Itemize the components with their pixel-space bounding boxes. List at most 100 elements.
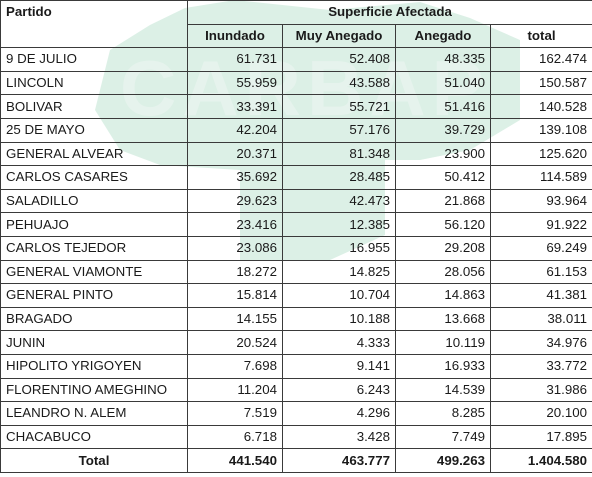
- cell-total: 34.976: [489, 330, 592, 355]
- cell-anegado: 39.729: [395, 117, 491, 143]
- cell-partido: 9 DE JULIO: [0, 47, 188, 72]
- cell-partido: BOLIVAR: [0, 94, 188, 119]
- table-row: 9 DE JULIO 61.731 52.408 48.335 162.474: [0, 47, 592, 72]
- totals-muy-anegado: 463.777: [282, 448, 396, 473]
- cell-muy-anegado: 42.473: [282, 188, 396, 214]
- cell-total: 125.620: [489, 141, 592, 167]
- cell-partido: GENERAL ALVEAR: [0, 141, 188, 167]
- cell-total: 162.474: [489, 47, 592, 72]
- cell-anegado: 21.868: [395, 188, 491, 214]
- cell-partido: CARLOS TEJEDOR: [0, 235, 188, 261]
- cell-muy-anegado: 6.243: [282, 377, 396, 403]
- cell-anegado: 7.749: [395, 424, 491, 450]
- cell-anegado: 51.040: [395, 70, 491, 96]
- cell-inundado: 23.416: [187, 212, 283, 237]
- cell-inundado: 29.623: [187, 188, 283, 214]
- cell-inundado: 33.391: [187, 94, 283, 119]
- cell-inundado: 42.204: [187, 117, 283, 143]
- cell-anegado: 28.056: [395, 259, 491, 285]
- cell-anegado: 48.335: [395, 47, 491, 72]
- cell-muy-anegado: 81.348: [282, 141, 396, 167]
- table-row: GENERAL PINTO 15.814 10.704 14.863 41.381: [0, 283, 592, 308]
- totals-label: Total: [0, 448, 188, 473]
- cell-inundado: 23.086: [187, 235, 283, 261]
- cell-partido: SALADILLO: [0, 188, 188, 214]
- cell-total: 41.381: [489, 283, 592, 308]
- table-row: HIPOLITO YRIGOYEN 7.698 9.141 16.933 33.772: [0, 353, 592, 379]
- cell-muy-anegado: 57.176: [282, 117, 396, 143]
- cell-muy-anegado: 28.485: [282, 165, 396, 190]
- cell-partido: JUNIN: [0, 330, 188, 355]
- cell-muy-anegado: 10.188: [282, 306, 396, 332]
- cell-partido: PEHUAJO: [0, 212, 188, 237]
- cell-muy-anegado: 14.825: [282, 259, 396, 285]
- table-row: LINCOLN 55.959 43.588 51.040 150.587: [0, 70, 592, 96]
- table-row: GENERAL ALVEAR 20.371 81.348 23.900 125.620: [0, 141, 592, 167]
- table-row: FLORENTINO AMEGHINO 11.204 6.243 14.539 31.9…: [0, 377, 592, 403]
- cell-inundado: 55.959: [187, 70, 283, 96]
- cell-anegado: 10.119: [395, 330, 491, 355]
- table-row: SALADILLO 29.623 42.473 21.868 93.964: [0, 188, 592, 214]
- cell-anegado: 14.863: [395, 283, 491, 308]
- table-row: CARLOS CASARES 35.692 28.485 50.412 114.589: [0, 165, 592, 190]
- cell-inundado: 15.814: [187, 283, 283, 308]
- cell-inundado: 20.524: [187, 330, 283, 355]
- cell-anegado: 51.416: [395, 94, 491, 119]
- cell-muy-anegado: 10.704: [282, 283, 396, 308]
- cell-muy-anegado: 12.385: [282, 212, 396, 237]
- cell-partido: CARLOS CASARES: [0, 165, 188, 190]
- cell-inundado: 14.155: [187, 306, 283, 332]
- cell-inundado: 7.698: [187, 353, 283, 379]
- muy-anegado-header: Muy Anegado: [282, 23, 396, 49]
- cell-inundado: 11.204: [187, 377, 283, 403]
- cell-total: 140.528: [489, 94, 592, 119]
- cell-partido: LEANDRO N. ALEM: [0, 401, 188, 426]
- table-row: BOLIVAR 33.391 55.721 51.416 140.528: [0, 94, 592, 119]
- cell-anegado: 13.668: [395, 306, 491, 332]
- cell-muy-anegado: 43.588: [282, 70, 396, 96]
- cell-anegado: 14.539: [395, 377, 491, 403]
- cell-total: 61.153: [489, 259, 592, 285]
- cell-anegado: 50.412: [395, 165, 491, 190]
- cell-inundado: 7.519: [187, 401, 283, 426]
- cell-partido: BRAGADO: [0, 306, 188, 332]
- cell-muy-anegado: 9.141: [282, 353, 396, 379]
- cell-muy-anegado: 3.428: [282, 424, 396, 450]
- totals-inundado: 441.540: [187, 448, 283, 473]
- cell-muy-anegado: 4.296: [282, 401, 396, 426]
- cell-inundado: 20.371: [187, 141, 283, 167]
- total-header: total: [489, 23, 592, 49]
- cell-partido: GENERAL VIAMONTE: [0, 259, 188, 285]
- cell-partido: FLORENTINO AMEGHINO: [0, 377, 188, 403]
- cell-total: 114.589: [489, 165, 592, 190]
- cell-anegado: 16.933: [395, 353, 491, 379]
- totals-total: 1.404.580: [489, 448, 592, 473]
- cell-inundado: 18.272: [187, 259, 283, 285]
- superficie-afectada-header: Superficie Afectada: [186, 0, 592, 25]
- table-row: CARLOS TEJEDOR 23.086 16.955 29.208 69.249: [0, 235, 592, 261]
- table-body: 9 DE JULIO 61.731 52.408 48.335 162.474 LINCO…: [0, 47, 592, 473]
- cell-partido: CHACABUCO: [0, 424, 188, 450]
- cell-muy-anegado: 4.333: [282, 330, 396, 355]
- cell-total: 20.100: [489, 401, 592, 426]
- cell-total: 139.108: [489, 117, 592, 143]
- table-row: GENERAL VIAMONTE 18.272 14.825 28.056 61.153: [0, 259, 592, 285]
- cell-anegado: 56.120: [395, 212, 491, 237]
- cell-anegado: 29.208: [395, 235, 491, 261]
- cell-anegado: 8.285: [395, 401, 491, 426]
- table-row: PEHUAJO 23.416 12.385 56.120 91.922: [0, 212, 592, 237]
- cell-partido: 25 DE MAYO: [0, 117, 188, 143]
- inundado-header: Inundado: [187, 23, 283, 49]
- cell-total: 38.011: [489, 306, 592, 332]
- cell-partido: HIPOLITO YRIGOYEN: [0, 353, 188, 379]
- cell-total: 69.249: [489, 235, 592, 261]
- cell-total: 93.964: [489, 188, 592, 214]
- totals-row: Total 441.540 463.777 499.263 1.404.580: [0, 448, 592, 473]
- table-row: JUNIN 20.524 4.333 10.119 34.976: [0, 330, 592, 355]
- cell-total: 150.587: [489, 70, 592, 96]
- table-row: CHACABUCO 6.718 3.428 7.749 17.895: [0, 424, 592, 450]
- partido-header: Partido: [0, 0, 188, 49]
- table-row: 25 DE MAYO 42.204 57.176 39.729 139.108: [0, 117, 592, 143]
- cell-total: 17.895: [489, 424, 592, 450]
